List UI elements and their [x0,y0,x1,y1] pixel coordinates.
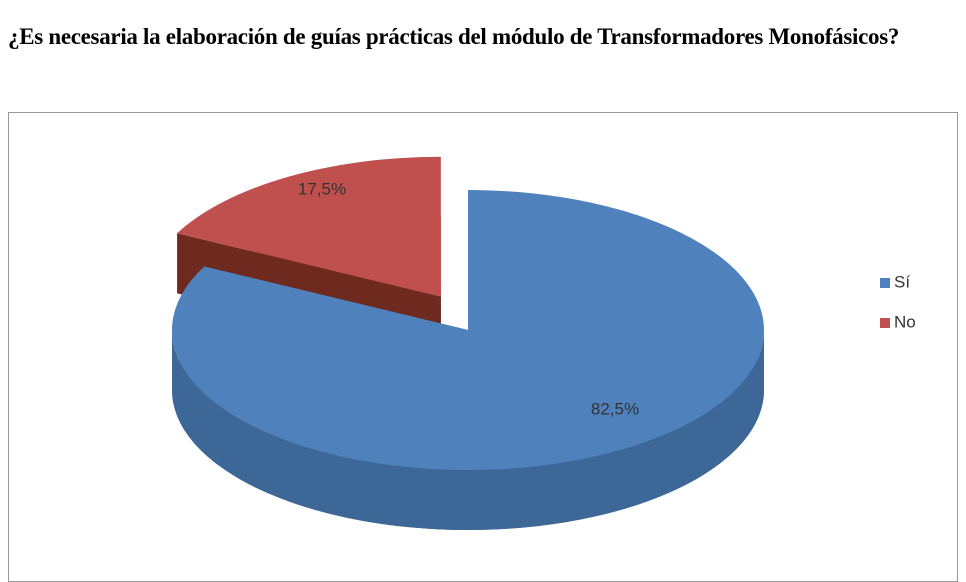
legend-swatch [880,278,890,288]
legend-swatch [880,318,890,328]
data-label: 17,5% [298,179,346,198]
legend-label: No [894,312,916,331]
legend-label: Sí [894,272,910,291]
slice-wall [172,330,764,530]
slice [171,190,765,530]
slice-top [177,156,441,297]
chart-title: ¿Es necesaria la elaboración de guías pr… [8,24,900,49]
slice-top [171,190,765,470]
data-label: 82,5% [591,399,639,418]
